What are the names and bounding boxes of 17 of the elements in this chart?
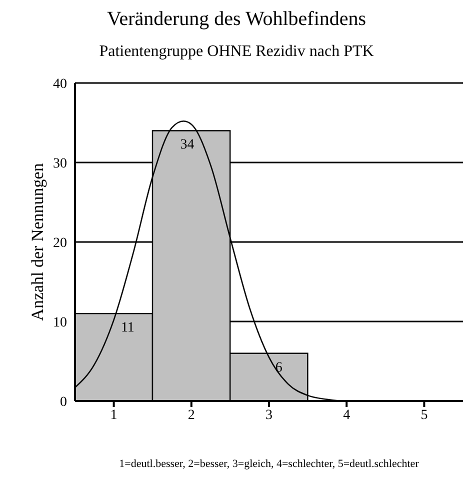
x-tick-label: 3 xyxy=(266,408,272,423)
y-axis-title: Anzahl der Nennungen xyxy=(28,162,48,321)
y-tick-label: 10 xyxy=(53,315,67,330)
x-axis-title: 1=deutl.besser, 2=besser, 3=gleich, 4=schlechter, 5=deutl.schlechter xyxy=(119,458,420,470)
y-tick-label: 30 xyxy=(53,156,67,172)
x-tick-label: 4 xyxy=(343,408,350,423)
x-tick-label: 2 xyxy=(188,408,195,423)
x-tick-label: 1 xyxy=(110,408,118,423)
chart-subtitle: Patientengruppe OHNE Rezidiv nach PTK xyxy=(98,43,375,61)
x-tick-label: 5 xyxy=(420,408,428,423)
data-label: 11 xyxy=(120,320,134,336)
data-label: 6 xyxy=(275,360,282,376)
chart-title: Veränderung des Wohlbefindens xyxy=(106,8,368,31)
y-tick-label: 40 xyxy=(53,76,67,92)
y-tick-label: 0 xyxy=(60,394,67,410)
y-tick-label: 20 xyxy=(53,236,67,251)
data-label: 34 xyxy=(180,138,194,153)
